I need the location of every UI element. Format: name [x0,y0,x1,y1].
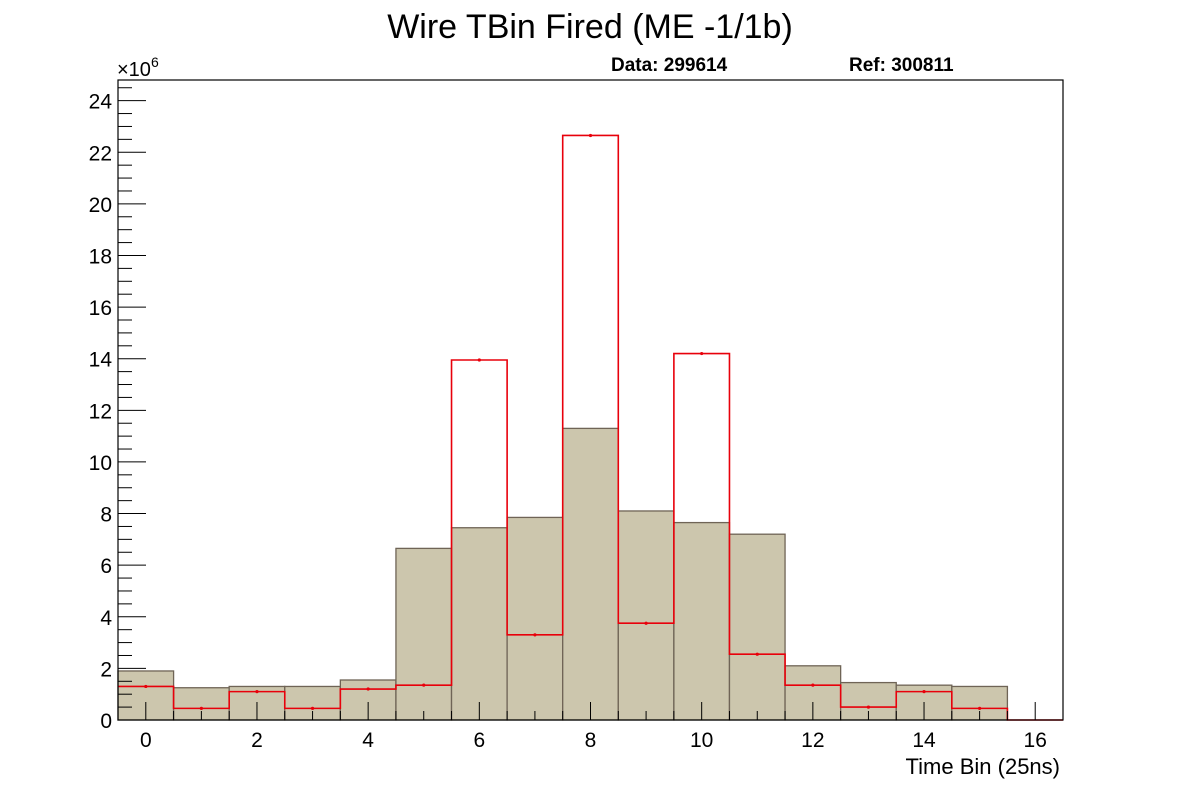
reference-point-bin-12 [811,683,815,687]
x-tick-label: 16 [1024,729,1047,752]
reference-point-bin-0 [144,684,148,689]
x-tick-label: 8 [585,729,597,752]
reference-point-bin-13 [866,705,871,709]
x-tick-label: 2 [251,729,263,752]
x-tick-label: 0 [140,729,152,752]
reference-point-bin-4 [366,687,370,691]
y-tick-label: 0 [100,710,112,733]
reference-point-bin-9 [644,621,648,625]
reference-point-bin-11 [755,652,759,656]
y-tick-label: 6 [100,555,112,578]
data-bar-bin-9 [617,510,675,721]
y-tick-label: 20 [89,194,112,217]
y-tick-label: 8 [100,504,112,527]
reference-point-bin-8 [588,133,593,138]
data-bar-bin-5 [395,547,453,721]
y-tick-label: 14 [89,349,113,372]
ref-run-label: Ref: 300811 [849,55,954,76]
y-multiplier-base: ×10 [117,59,151,81]
data-bar-bin-6 [450,527,508,721]
x-tick-label: 14 [912,729,936,752]
reference-histogram [118,133,1063,721]
y-tick-label: 10 [89,452,112,475]
data-run-label: Data: 299614 [611,55,728,76]
data-bar-bin-11 [728,533,786,721]
data-histogram [117,427,1009,721]
x-tick-label: 12 [801,729,824,752]
y-tick-label: 24 [89,91,113,114]
x-tick-label: 4 [362,729,374,752]
reference-point-bin-5 [422,683,426,687]
reference-point-bin-2 [255,690,259,694]
y-tick-label: 12 [89,400,112,423]
y-multiplier: ×106 [117,54,159,81]
reference-point-bin-6 [477,358,481,362]
y-tick-label: 16 [89,297,112,320]
y-tick-label: 22 [89,142,112,165]
x-tick-label: 10 [690,729,713,752]
reference-point-bin-14 [922,690,926,694]
data-bar-bin-10 [673,521,731,721]
reference-point-bin-3 [310,706,315,710]
reference-point-bin-10 [700,351,704,356]
reference-point-bin-7 [533,633,537,637]
y-tick-label: 18 [89,245,112,268]
y-tick-label: 2 [100,658,112,681]
data-bar-bin-7 [506,516,564,721]
x-tick-label: 6 [473,729,485,752]
chart-title: Wire TBin Fired (ME -1/1b) [387,8,793,46]
reference-point-bin-1 [199,706,203,710]
y-tick-label: 4 [100,607,112,630]
y-multiplier-exponent: 6 [151,54,159,70]
x-axis: 0 2 4 6 8 10 12 14 16 [140,702,1047,752]
data-bar-bin-8 [562,427,619,721]
reference-point-bin-15 [978,706,982,710]
x-axis-label: Time Bin (25ns) [906,754,1060,779]
